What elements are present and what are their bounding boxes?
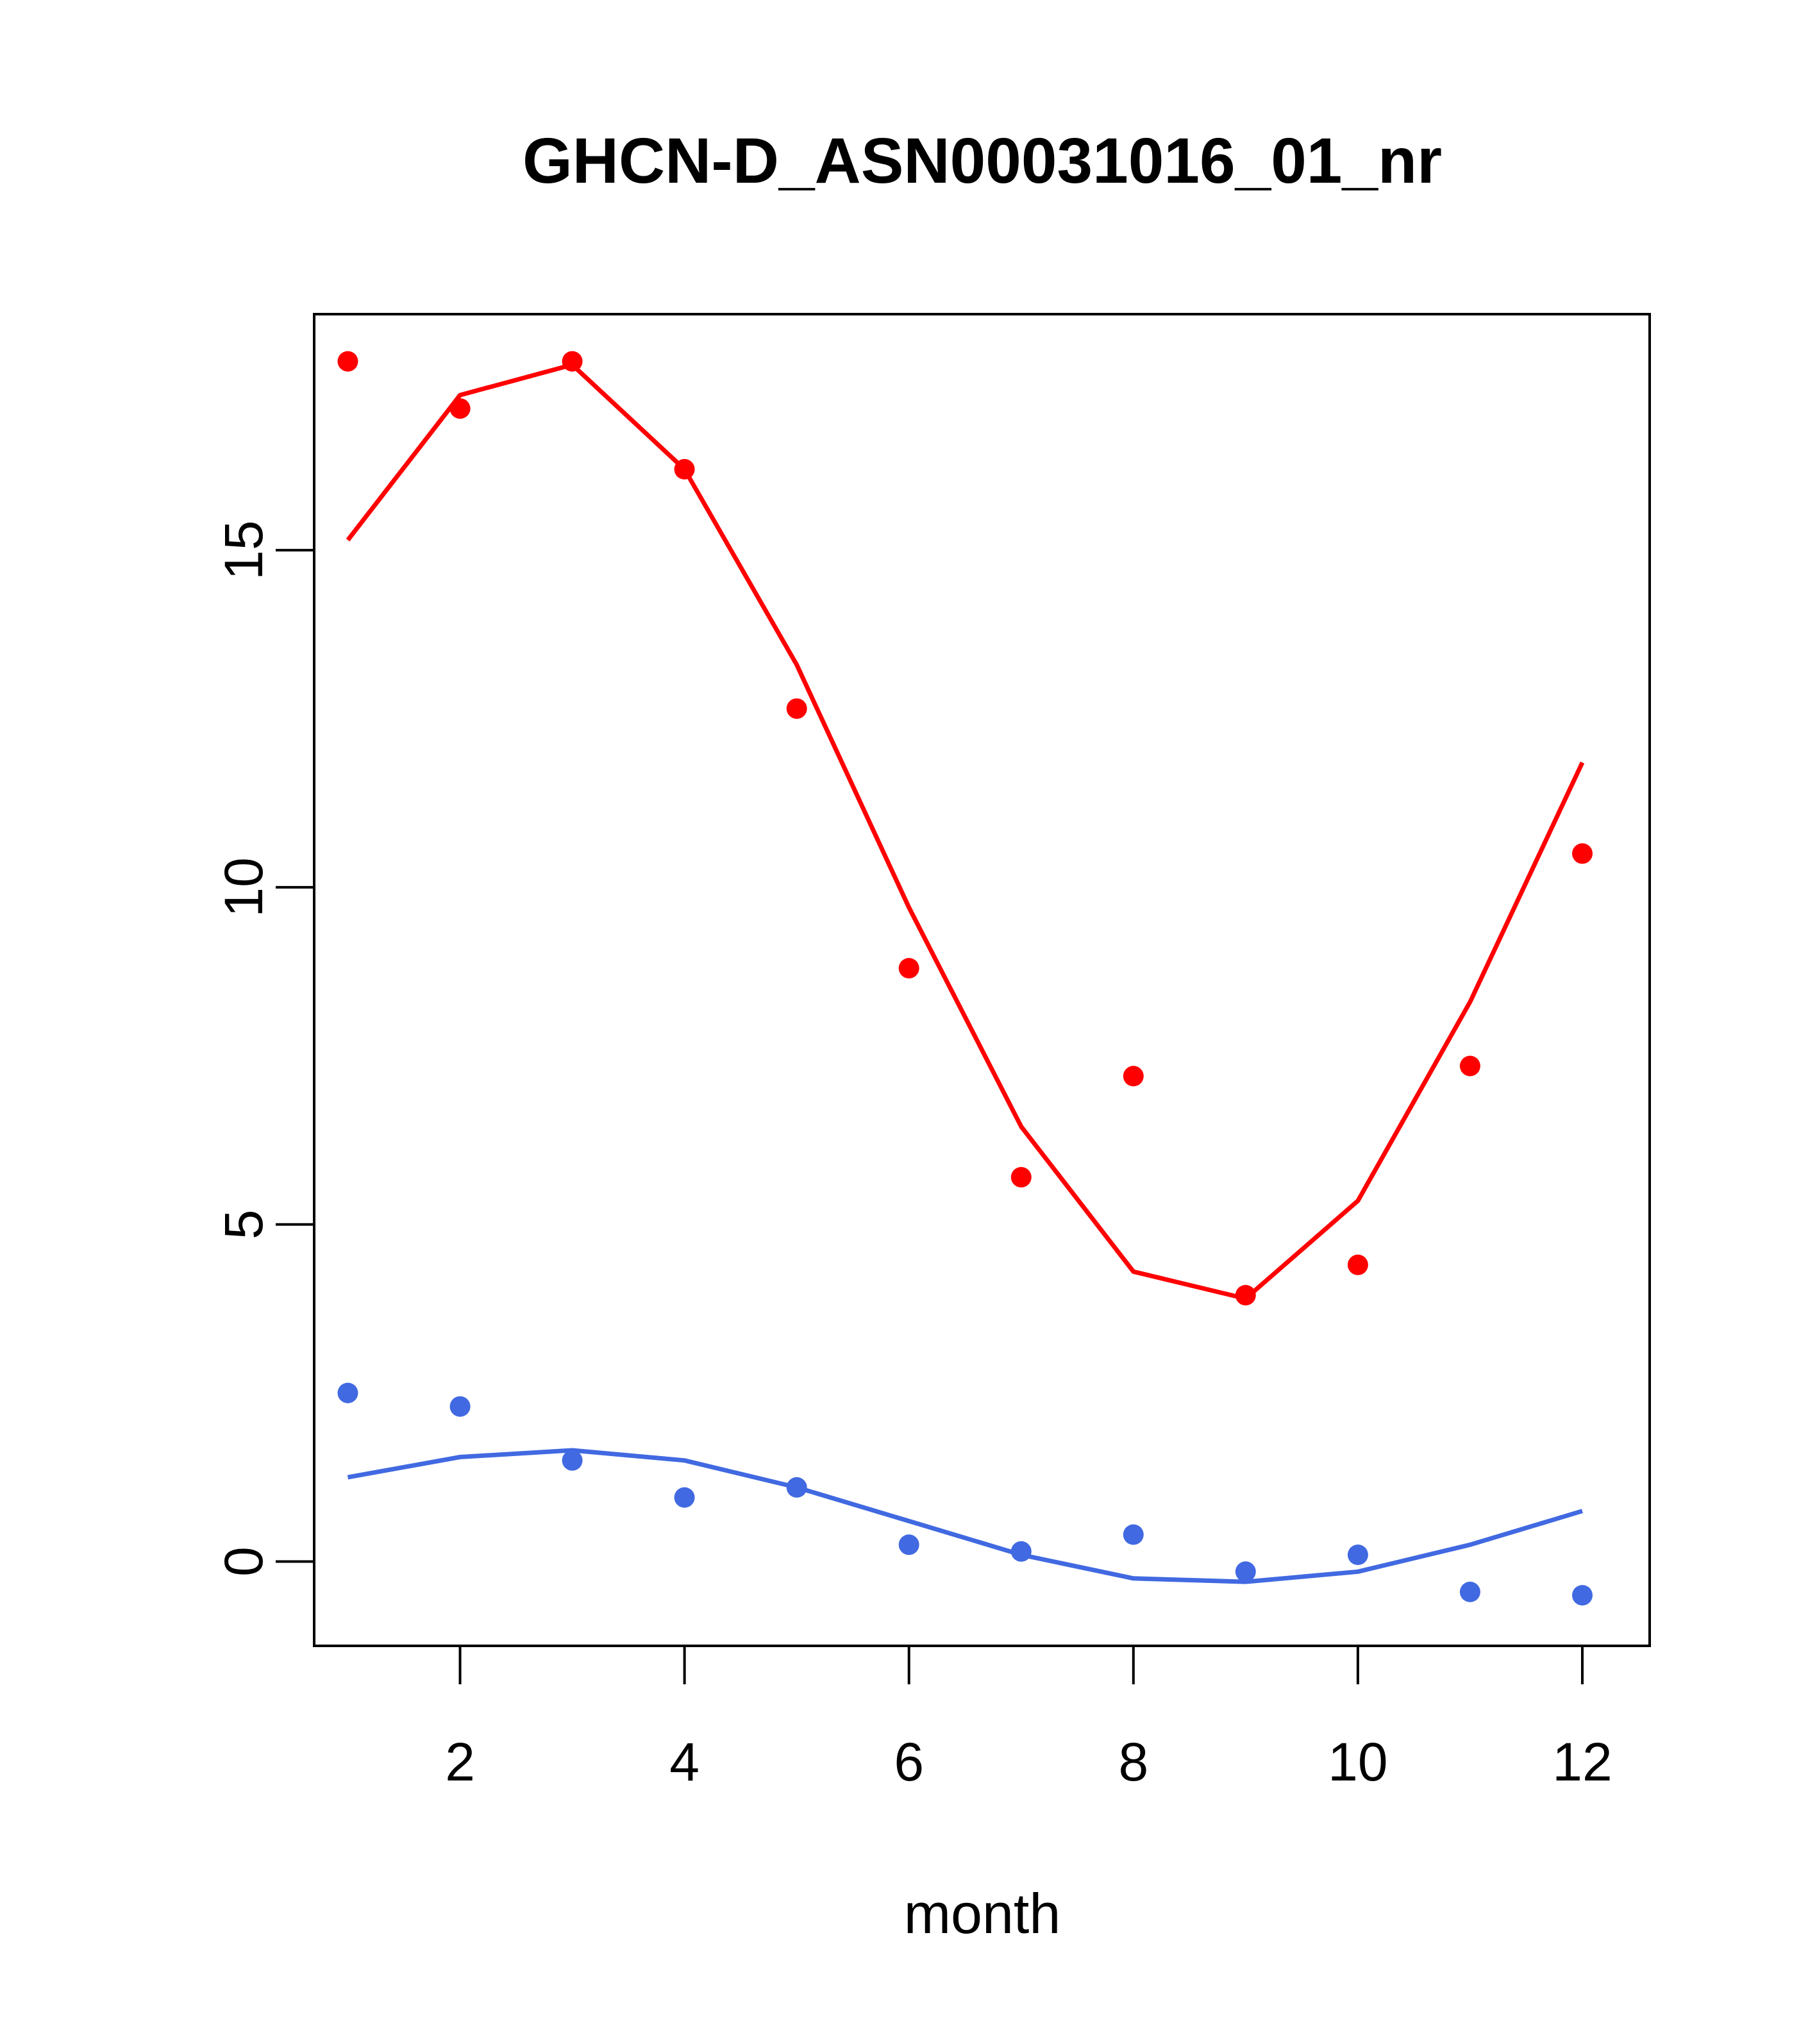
series-2-point: [898, 1534, 919, 1555]
plot-frame: [313, 313, 1651, 1647]
x-tick-label: 4: [669, 1732, 699, 1792]
series-1-point: [786, 698, 807, 719]
series-2-point: [562, 1450, 583, 1471]
series-2-point: [1459, 1581, 1480, 1602]
series-1-point: [674, 458, 695, 480]
x-tick-label: 6: [894, 1732, 924, 1792]
series-2-point: [449, 1396, 471, 1417]
x-axis-label: month: [904, 1882, 1061, 1945]
series-2-point: [1235, 1561, 1256, 1582]
series-2-point: [1010, 1541, 1032, 1562]
chart-title: GHCN-D_ASN00031016_01_nr: [523, 125, 1442, 197]
series-2-point: [1347, 1545, 1368, 1565]
plot-area: [337, 351, 1593, 1606]
axes: 2 4 6 8 10 12 0 5 10 15: [214, 520, 1612, 1792]
series-2-point: [337, 1382, 358, 1403]
x-tick-label: 2: [445, 1732, 475, 1792]
series-2-point: [786, 1477, 807, 1498]
series-1-point: [898, 958, 919, 979]
y-tick-label: 15: [214, 520, 274, 580]
series-2-point: [674, 1487, 695, 1508]
series-1-point: [1010, 1167, 1032, 1188]
x-tick-label: 8: [1118, 1732, 1148, 1792]
series-1-point: [1123, 1066, 1144, 1087]
series-1-point: [562, 351, 583, 372]
y-tick-label: 10: [214, 857, 274, 917]
series-2-point: [1572, 1585, 1593, 1606]
series-1-point: [337, 351, 358, 372]
x-tick-label: 10: [1328, 1732, 1387, 1792]
series-2-point: [1123, 1524, 1144, 1545]
series-1-point: [1572, 843, 1593, 864]
series-1-point: [1459, 1055, 1480, 1076]
y-tick-label: 0: [214, 1546, 274, 1577]
series-1-fit-line: [346, 362, 1585, 1301]
series-2-fit-line: [347, 1448, 1584, 1584]
x-tick-label: 12: [1552, 1732, 1612, 1792]
y-tick-label: 5: [214, 1209, 274, 1239]
series-1-point: [1347, 1254, 1368, 1275]
series-1-point: [449, 398, 471, 419]
series-1-point: [1235, 1285, 1256, 1306]
